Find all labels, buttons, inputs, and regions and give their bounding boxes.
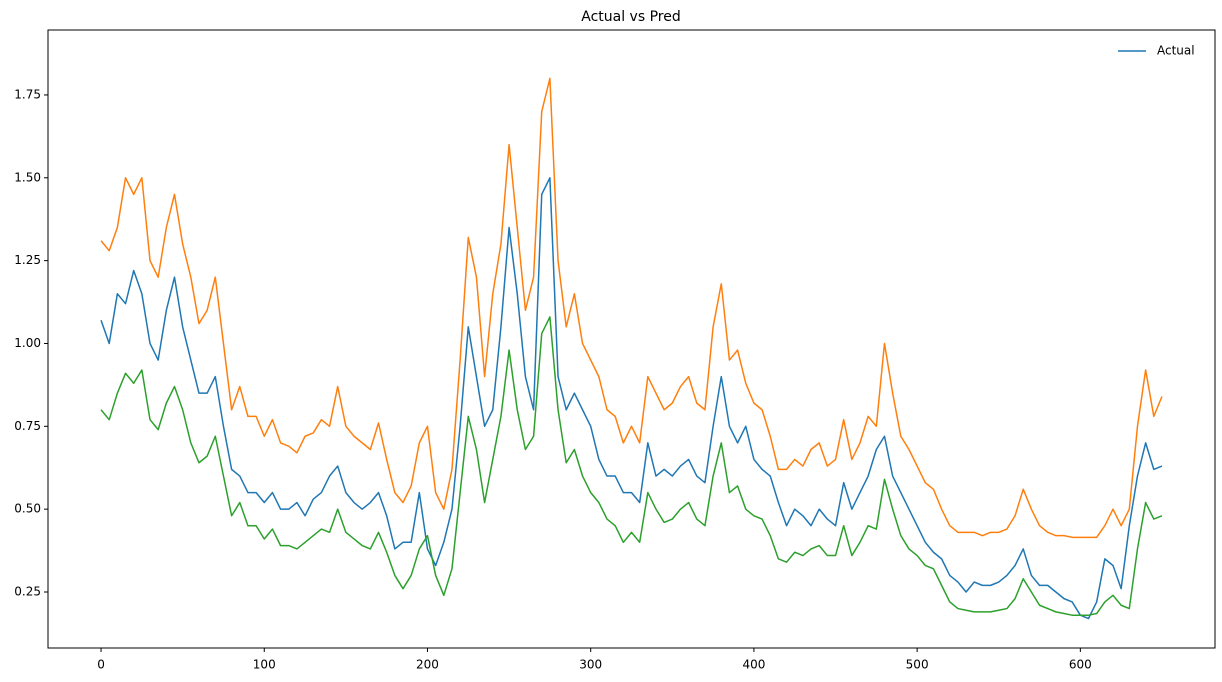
- x-tick-label: 200: [416, 658, 439, 672]
- y-tick-label: 1.50: [14, 170, 41, 184]
- x-tick-label: 100: [253, 658, 276, 672]
- series-line: [100, 77, 1163, 539]
- x-tick-label: 400: [742, 658, 765, 672]
- chart-title: Actual vs Pred: [581, 9, 680, 25]
- series-line: [100, 177, 1163, 620]
- y-tick-label: 1.75: [14, 87, 41, 101]
- y-tick-label: 0.75: [14, 419, 41, 433]
- y-tick-label: 1.25: [14, 253, 41, 267]
- x-tick-label: 500: [906, 658, 929, 672]
- legend-label: Actual: [1157, 44, 1195, 58]
- x-tick-label: 0: [97, 658, 105, 672]
- series-line: [100, 316, 1163, 616]
- y-tick-label: 0.25: [14, 584, 41, 598]
- y-tick-label: 1.00: [14, 336, 41, 350]
- plot-frame: [47, 29, 1216, 649]
- y-tick-label: 0.50: [14, 502, 41, 516]
- x-tick-label: 600: [1069, 658, 1092, 672]
- x-tick-label: 300: [579, 658, 602, 672]
